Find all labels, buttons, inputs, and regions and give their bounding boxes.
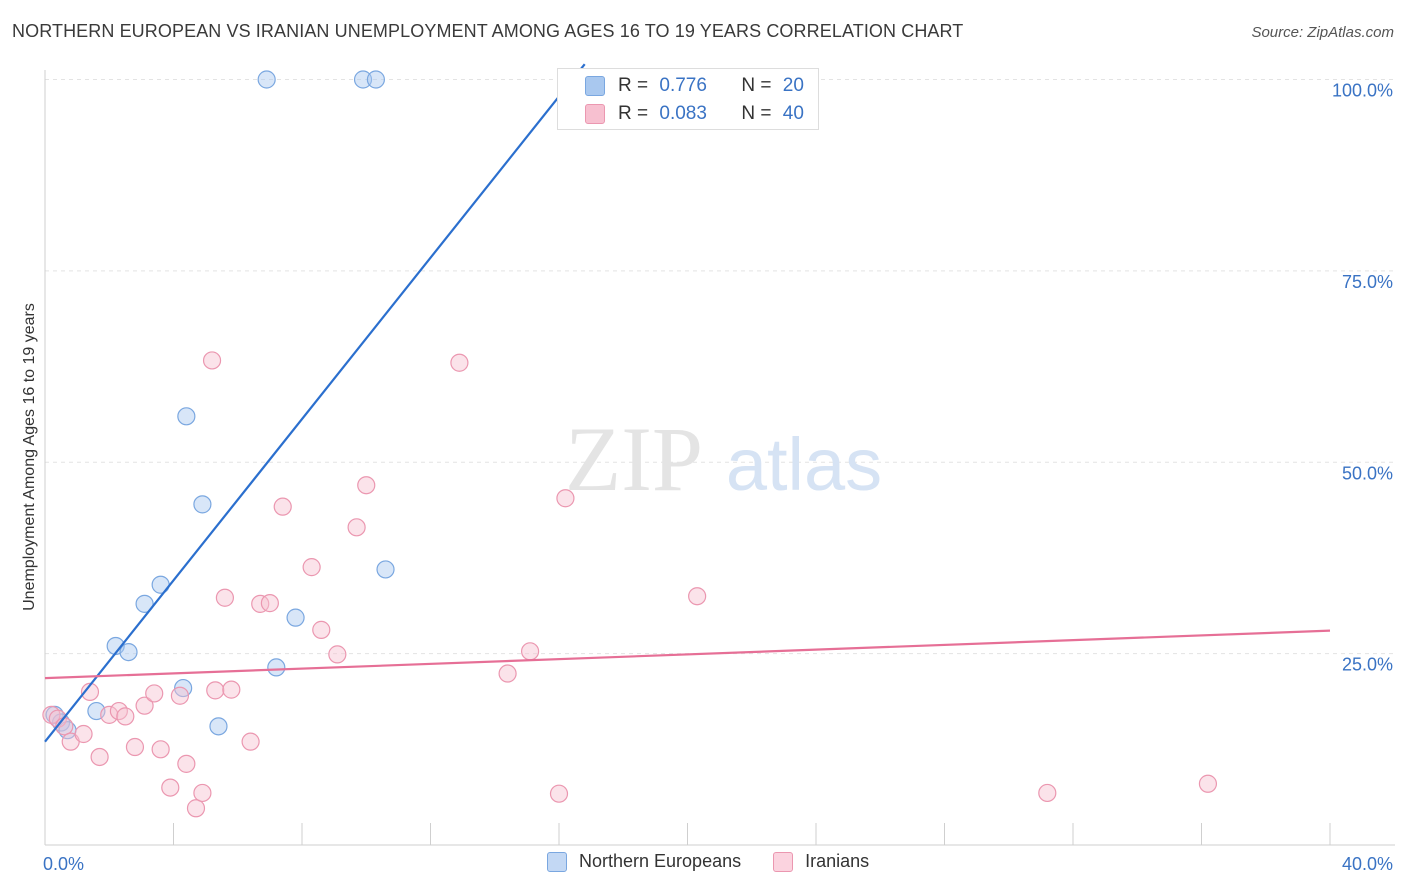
watermark-atlas: atlas (726, 423, 882, 506)
r-label: R = (618, 75, 649, 96)
stats-row-iranians: R = 0.083 N = 40 (585, 103, 804, 125)
point-northern-europeans (286, 608, 305, 627)
y-axis-title: Unemployment Among Ages 16 to 19 years (21, 303, 38, 611)
point-iranians (74, 724, 93, 744)
point-iranians (151, 740, 170, 759)
point-iranians (116, 707, 135, 726)
r-value: 0.776 (659, 75, 707, 96)
point-northern-europeans (257, 70, 276, 89)
point-iranians (312, 620, 331, 639)
y-tick-label: 75.0% (1342, 272, 1393, 292)
n-value: 40 (782, 103, 804, 124)
n-label: N = (741, 103, 772, 124)
y-tick-label: 50.0% (1342, 463, 1393, 483)
x-tick-label: 0.0% (43, 854, 84, 874)
grid-lines (45, 79, 1395, 655)
point-iranians (125, 737, 145, 757)
point-northern-europeans (353, 70, 373, 89)
point-iranians (186, 799, 206, 818)
n-label: N = (741, 75, 772, 96)
tick-labels: 25.0% 50.0% 75.0% 100.0% 0.0% 40.0% (43, 81, 1393, 875)
point-iranians (328, 645, 347, 664)
point-iranians (1198, 774, 1218, 793)
legend-label: Northern Europeans (579, 851, 742, 871)
point-iranians (206, 681, 225, 700)
r-value: 0.083 (659, 103, 707, 124)
legend-swatch-iranians (773, 851, 794, 872)
point-northern-europeans (135, 594, 154, 613)
stats-swatch-iranians (585, 104, 605, 124)
point-iranians (177, 754, 196, 773)
r-label: R = (618, 103, 649, 124)
point-iranians (193, 783, 212, 803)
chart-title: NORTHERN EUROPEAN VS IRANIAN UNEMPLOYMEN… (12, 21, 964, 41)
trend-line-iranians (44, 629, 1331, 680)
point-iranians (170, 686, 190, 705)
legend-swatch-northern-europeans (547, 851, 567, 872)
point-iranians (357, 476, 376, 495)
point-iranians (100, 705, 119, 724)
point-iranians (450, 353, 469, 372)
y-tick-label: 25.0% (1342, 655, 1393, 675)
legend-label: Iranians (805, 851, 870, 871)
point-northern-europeans (193, 495, 212, 514)
point-northern-europeans (209, 717, 228, 736)
point-iranians (161, 778, 180, 797)
point-iranians (251, 594, 270, 613)
point-northern-europeans (376, 560, 395, 579)
point-iranians (80, 682, 100, 702)
point-northern-europeans (366, 70, 385, 89)
source-credit: Source: ZipAtlas.com (1251, 24, 1394, 41)
point-iranians (202, 351, 222, 370)
point-iranians (273, 497, 292, 516)
legend-item-iranians[interactable]: Iranians (773, 851, 869, 872)
stats-swatch-northern-europeans (585, 76, 605, 96)
point-iranians (302, 558, 321, 577)
point-northern-europeans (177, 407, 196, 426)
trend-line-northern-europeans (44, 63, 586, 743)
n-value: 20 (782, 75, 804, 96)
y-tick-label: 100.0% (1332, 81, 1393, 101)
stats-legend: R = 0.776 N = 20 R = 0.083 N = 40 (557, 68, 819, 130)
watermark-zip: ZIP (565, 408, 703, 510)
point-iranians (1038, 783, 1057, 803)
point-iranians (347, 518, 366, 537)
point-iranians (549, 784, 569, 803)
series-legend: Northern Europeans Iranians (547, 851, 901, 872)
point-northern-europeans (119, 642, 138, 662)
legend-item-northern-europeans[interactable]: Northern Europeans (547, 851, 741, 872)
point-iranians (241, 732, 260, 751)
point-iranians (688, 587, 707, 606)
point-iranians (215, 588, 234, 607)
point-iranians (260, 594, 279, 613)
point-iranians (90, 747, 109, 767)
stats-row-northern-europeans: R = 0.776 N = 20 (585, 75, 804, 97)
x-tick-label: 40.0% (1342, 854, 1393, 874)
point-iranians (145, 684, 164, 703)
trend-lines (44, 63, 1331, 743)
point-northern-europeans (267, 658, 286, 677)
point-iranians (520, 642, 540, 661)
point-iranians (556, 489, 575, 508)
axes (44, 70, 1395, 846)
point-iranians (135, 696, 154, 715)
point-iranians (498, 664, 517, 683)
point-iranians (222, 680, 241, 699)
